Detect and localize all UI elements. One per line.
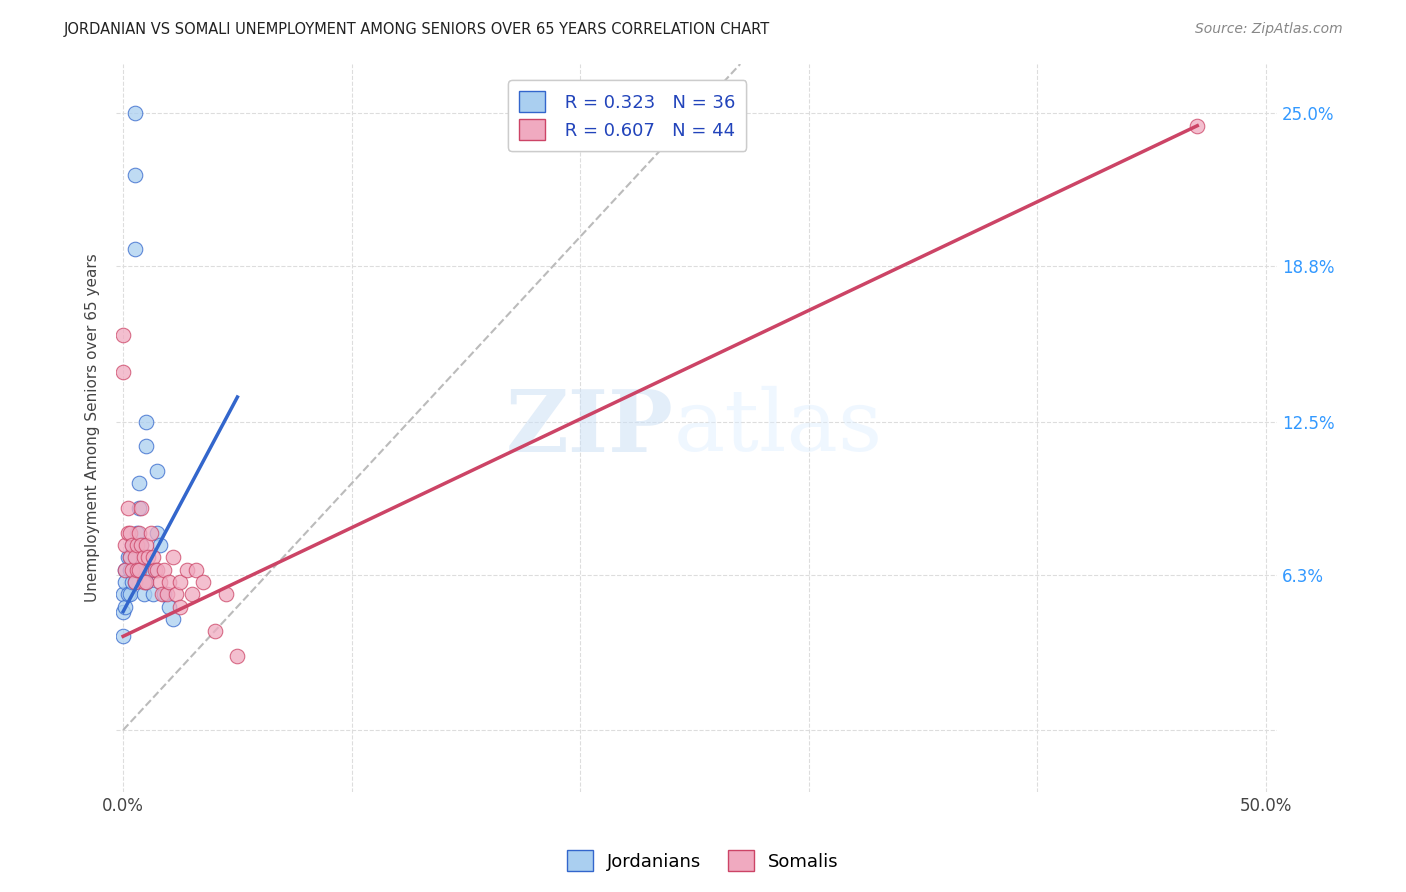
Point bbox=[143, 563, 166, 577]
Point bbox=[139, 525, 162, 540]
Point bbox=[125, 563, 148, 577]
Point bbox=[136, 550, 159, 565]
Point bbox=[142, 550, 165, 565]
Point bbox=[128, 501, 150, 516]
Point bbox=[131, 501, 153, 516]
Legend:  R = 0.323   N = 36,  R = 0.607   N = 44: R = 0.323 N = 36, R = 0.607 N = 44 bbox=[509, 80, 747, 151]
Point bbox=[149, 575, 172, 590]
Point bbox=[117, 550, 139, 565]
Point bbox=[135, 415, 157, 429]
Point bbox=[139, 563, 162, 577]
Point bbox=[131, 538, 153, 552]
Point bbox=[112, 365, 135, 379]
Point bbox=[121, 575, 143, 590]
Point bbox=[112, 328, 135, 343]
Point bbox=[226, 648, 249, 663]
Text: atlas: atlas bbox=[673, 386, 883, 469]
Point bbox=[146, 563, 169, 577]
Point bbox=[169, 575, 191, 590]
Point bbox=[128, 525, 150, 540]
Point bbox=[118, 587, 141, 601]
Point bbox=[117, 501, 139, 516]
Y-axis label: Unemployment Among Seniors over 65 years: Unemployment Among Seniors over 65 years bbox=[86, 253, 100, 602]
Point bbox=[117, 587, 139, 601]
Point bbox=[146, 525, 169, 540]
Point bbox=[149, 538, 172, 552]
Point bbox=[153, 563, 176, 577]
Point bbox=[114, 563, 136, 577]
Point bbox=[118, 525, 141, 540]
Point bbox=[114, 538, 136, 552]
Point bbox=[124, 242, 146, 256]
Point bbox=[146, 464, 169, 478]
Point bbox=[125, 538, 148, 552]
Point bbox=[121, 538, 143, 552]
Point bbox=[118, 550, 141, 565]
Point bbox=[162, 612, 184, 626]
Point bbox=[128, 476, 150, 491]
Point bbox=[124, 550, 146, 565]
Point bbox=[155, 587, 177, 601]
Point bbox=[131, 538, 153, 552]
Point bbox=[117, 525, 139, 540]
Point bbox=[124, 106, 146, 120]
Point bbox=[128, 563, 150, 577]
Point bbox=[157, 599, 180, 614]
Point bbox=[124, 575, 146, 590]
Point bbox=[162, 550, 184, 565]
Point bbox=[215, 587, 238, 601]
Point bbox=[191, 575, 214, 590]
Text: Source: ZipAtlas.com: Source: ZipAtlas.com bbox=[1195, 22, 1343, 37]
Point bbox=[118, 550, 141, 565]
Point bbox=[176, 563, 198, 577]
Point bbox=[186, 563, 208, 577]
Point bbox=[132, 587, 155, 601]
Point bbox=[124, 168, 146, 182]
Point bbox=[112, 629, 135, 643]
Text: JORDANIAN VS SOMALI UNEMPLOYMENT AMONG SENIORS OVER 65 YEARS CORRELATION CHART: JORDANIAN VS SOMALI UNEMPLOYMENT AMONG S… bbox=[63, 22, 769, 37]
Point bbox=[112, 587, 135, 601]
Point bbox=[165, 587, 187, 601]
Point bbox=[135, 538, 157, 552]
Point bbox=[121, 538, 143, 552]
Point bbox=[118, 563, 141, 577]
Point bbox=[125, 525, 148, 540]
Point bbox=[204, 624, 226, 639]
Point bbox=[150, 587, 173, 601]
Point bbox=[132, 575, 155, 590]
Point bbox=[135, 575, 157, 590]
Point bbox=[142, 587, 165, 601]
Point bbox=[132, 563, 155, 577]
Point bbox=[1187, 119, 1209, 133]
Point bbox=[153, 587, 176, 601]
Point bbox=[121, 563, 143, 577]
Point bbox=[114, 575, 136, 590]
Point bbox=[114, 599, 136, 614]
Point bbox=[169, 599, 191, 614]
Point bbox=[132, 550, 155, 565]
Point bbox=[114, 563, 136, 577]
Point bbox=[124, 575, 146, 590]
Point bbox=[112, 605, 135, 619]
Point bbox=[180, 587, 202, 601]
Point bbox=[128, 563, 150, 577]
Point bbox=[135, 439, 157, 453]
Text: ZIP: ZIP bbox=[506, 386, 673, 470]
Legend: Jordanians, Somalis: Jordanians, Somalis bbox=[560, 843, 846, 879]
Point bbox=[125, 563, 148, 577]
Point bbox=[157, 575, 180, 590]
Point bbox=[135, 575, 157, 590]
